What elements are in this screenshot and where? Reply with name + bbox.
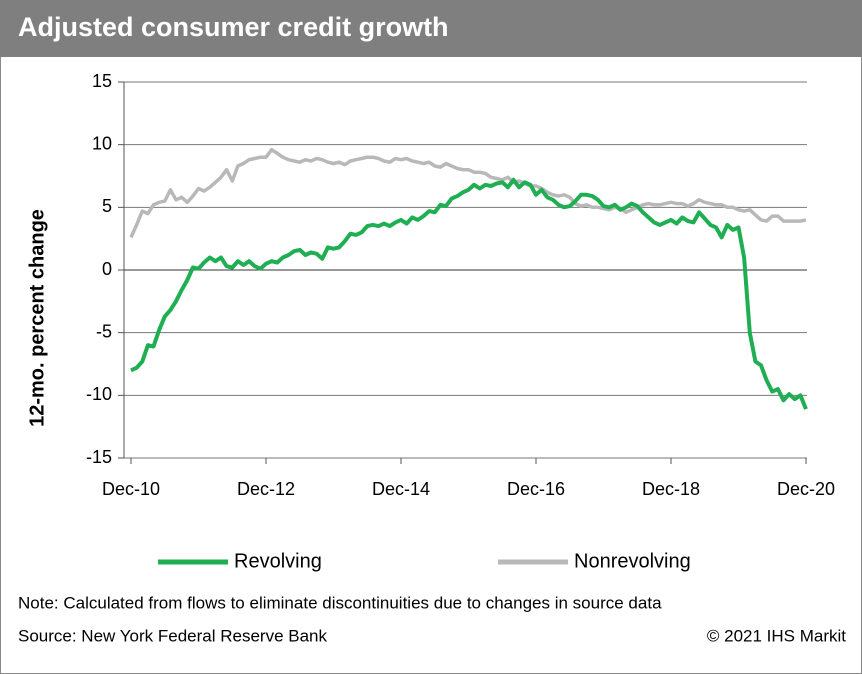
copyright: © 2021 IHS Markit	[707, 626, 846, 645]
title-bar	[0, 0, 862, 57]
line-series	[129, 147, 807, 239]
source: Source: New York Federal Reserve Bank	[18, 626, 327, 645]
y-tick-label: -15	[86, 447, 112, 467]
y-tick-label: -10	[86, 384, 112, 404]
y-tick-label: 5	[102, 196, 112, 216]
x-tick-label: Dec-14	[372, 479, 430, 499]
y-tick-label: 15	[92, 71, 112, 91]
note: Note: Calculated from flows to eliminate…	[18, 593, 662, 612]
line-series	[130, 177, 808, 410]
x-tick-label: Dec-18	[642, 479, 700, 499]
y-axis-label: 12-mo. percent change	[26, 209, 48, 427]
x-tick-label: Dec-12	[237, 479, 295, 499]
y-tick-label: 10	[92, 133, 112, 153]
y-tick-label: 0	[102, 259, 112, 279]
legend-label: Nonrevolving	[574, 550, 691, 572]
x-tick-label: Dec-20	[777, 479, 835, 499]
legend-label: Revolving	[234, 550, 322, 572]
chart-title: Adjusted consumer credit growth	[18, 12, 449, 42]
x-tick-label: Dec-16	[507, 479, 565, 499]
y-tick-label: -5	[96, 321, 112, 341]
x-tick-label: Dec-10	[102, 479, 160, 499]
